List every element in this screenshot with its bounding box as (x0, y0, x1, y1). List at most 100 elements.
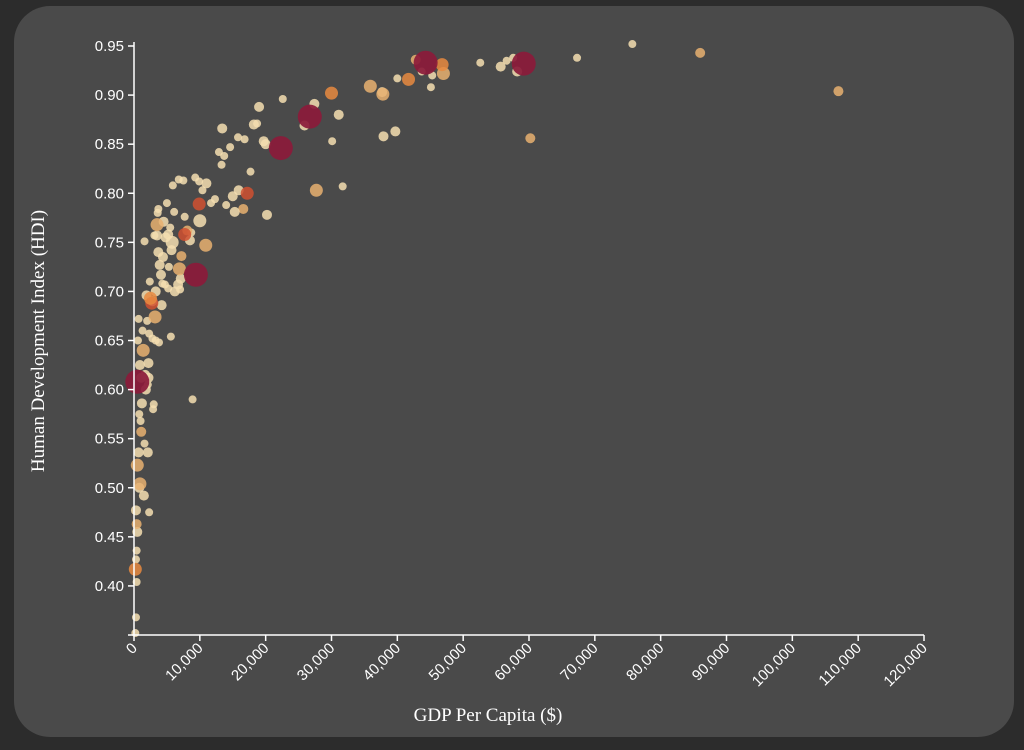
scatter-point (240, 135, 249, 144)
x-tick-label: 70,000 (557, 640, 601, 684)
scatter-point (201, 178, 212, 189)
scatter-point (628, 40, 637, 49)
scatter-point (142, 447, 153, 458)
scatter-point (214, 148, 223, 157)
scatter-point (136, 343, 150, 357)
x-axis-ticks: 0 10,000 20,000 30,000 40,000 50,000 60,000 70,… (123, 635, 931, 690)
scatter-point (143, 358, 154, 369)
scatter-point (128, 562, 142, 576)
x-tick-label: 120,000 (880, 640, 930, 690)
scatter-point (140, 439, 149, 448)
scatter-point (261, 209, 272, 220)
scatter-point (240, 186, 254, 200)
scatter-point (130, 505, 141, 516)
scatter-point (297, 104, 322, 129)
scatter-point (258, 136, 269, 147)
scatter-point (188, 395, 197, 404)
scatter-point (138, 490, 149, 501)
scatter-point (172, 262, 186, 276)
scatter-point (145, 277, 154, 286)
scatter-point (192, 197, 206, 211)
scatter-point (168, 181, 177, 190)
x-tick-label: 40,000 (360, 640, 404, 684)
x-axis-title: GDP Per Capita ($) (414, 705, 563, 726)
scatter-point (131, 519, 142, 530)
scatter-point (162, 199, 171, 208)
scatter-point (227, 191, 238, 202)
scatter-point (153, 247, 164, 258)
scatter-point (376, 87, 390, 101)
scatter-point (170, 207, 179, 216)
scatter-point (325, 86, 338, 100)
scatter-point (131, 613, 140, 622)
scatter-point (153, 208, 162, 217)
scatter-point (199, 238, 213, 252)
y-tick-label: 0.70 (95, 283, 124, 300)
scatter-point (176, 251, 187, 262)
scatter-point (140, 237, 149, 246)
scatter-point (149, 405, 158, 414)
scatter-point (143, 291, 157, 305)
scatter-point (525, 133, 536, 144)
scatter-point (183, 262, 208, 287)
scatter-point (378, 131, 389, 142)
x-tick-label: 80,000 (623, 640, 667, 684)
axes-layer: 0.40 0.45 0.50 0.55 0.60 0.65 0.70 0.75 0.80 0.85… (95, 38, 931, 690)
scatter-point (393, 74, 402, 83)
scatter-point (135, 410, 144, 419)
y-tick-label: 0.80 (95, 185, 124, 202)
scatter-point (226, 143, 235, 152)
y-tick-label: 0.75 (95, 234, 124, 251)
scatter-point (169, 286, 180, 297)
scatter-point (132, 526, 143, 537)
scatter-point (136, 398, 147, 409)
scatter-point (125, 369, 150, 394)
scatter-point (338, 182, 347, 191)
scatter-point (502, 56, 511, 65)
scatter-point (131, 555, 140, 564)
y-tick-label: 0.40 (95, 578, 124, 595)
scatter-point (156, 300, 167, 311)
x-tick-label: 90,000 (689, 640, 733, 684)
scatter-point (150, 218, 164, 232)
scatter-point (426, 83, 435, 92)
scatter-point (476, 58, 485, 67)
scatter-point (278, 95, 287, 104)
scatter-point (191, 173, 200, 182)
scatter-point (148, 310, 162, 324)
y-tick-label: 0.95 (95, 38, 124, 55)
x-tick-label: 10,000 (162, 640, 206, 684)
scatter-point (136, 426, 147, 437)
scatter-point (309, 183, 323, 197)
scatter-point (217, 123, 228, 134)
scatter-point (363, 79, 377, 93)
scatter-point (154, 259, 165, 270)
scatter-point (402, 72, 416, 86)
scatter-point (134, 314, 143, 323)
scatter-point (222, 201, 231, 210)
scatter-point (134, 360, 145, 371)
scatter-point (246, 167, 255, 176)
scatter-point (229, 206, 240, 217)
y-tick-label: 0.50 (95, 480, 124, 497)
y-tick-label: 0.90 (95, 87, 124, 104)
scatter-point (435, 58, 449, 72)
y-tick-label: 0.55 (95, 431, 124, 448)
chart-card: 0.40 0.45 0.50 0.55 0.60 0.65 0.70 0.75 0.80 0.85… (14, 6, 1014, 737)
scatter-point (166, 332, 175, 341)
scatter-point (133, 447, 144, 458)
scatter-point (833, 86, 844, 97)
scatter-point (145, 329, 154, 338)
x-tick-label: 50,000 (426, 640, 470, 684)
scatter-point (207, 199, 216, 208)
scatter-point (130, 458, 144, 472)
y-tick-label: 0.45 (95, 529, 124, 546)
scatter-point (178, 227, 192, 241)
scatter-point (165, 235, 179, 249)
y-axis-title: Human Development Index (HDI) (28, 210, 49, 472)
scatter-chart: 0.40 0.45 0.50 0.55 0.60 0.65 0.70 0.75 0.80 0.85… (28, 38, 931, 726)
scatter-point (238, 203, 249, 214)
scatter-point (413, 50, 438, 75)
points-layer (125, 40, 844, 638)
scatter-point (180, 212, 189, 221)
